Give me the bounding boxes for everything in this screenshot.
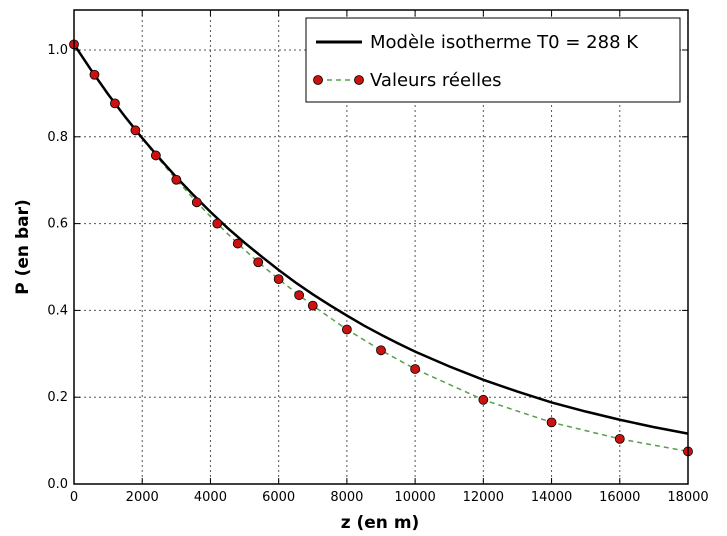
legend-label-model: Modèle isotherme T0 = 288 K bbox=[370, 32, 639, 53]
real-value-point bbox=[171, 174, 182, 185]
legend: Modèle isotherme T0 = 288 K Valeurs réel… bbox=[305, 17, 681, 103]
x-tick-label: 0 bbox=[70, 490, 78, 505]
y-axis-title: P (en bar) bbox=[13, 199, 33, 295]
x-tick-label: 12000 bbox=[463, 490, 504, 505]
real-value-point bbox=[191, 197, 202, 208]
real-value-point bbox=[89, 69, 100, 80]
axis-ticks: 0 2000 4000 6000 8000 10000 12000 14000 16000 180… bbox=[47, 10, 709, 505]
model-isotherm-line bbox=[72, 43, 689, 435]
real-value-point bbox=[341, 324, 352, 335]
legend-label-real: Valeurs réelles bbox=[370, 70, 502, 91]
x-tick-label: 16000 bbox=[599, 490, 640, 505]
real-value-point bbox=[410, 364, 421, 374]
real-value-point bbox=[273, 274, 284, 285]
real-value-point bbox=[376, 345, 386, 356]
y-tick-label: 0.0 bbox=[47, 477, 68, 492]
x-tick-label: 14000 bbox=[531, 490, 572, 505]
legend-marker-real-right bbox=[354, 75, 364, 85]
real-value-point bbox=[110, 98, 120, 109]
real-value-point bbox=[478, 394, 489, 405]
plot-frame bbox=[73, 9, 689, 485]
real-value-point bbox=[232, 238, 243, 249]
real-value-point bbox=[150, 150, 161, 161]
x-tick-label: 8000 bbox=[330, 490, 363, 505]
x-tick-label: 18000 bbox=[667, 490, 708, 505]
y-tick-label: 1.0 bbox=[47, 43, 68, 58]
real-value-point bbox=[294, 290, 305, 301]
legend-marker-real-left bbox=[313, 75, 323, 85]
real-value-point bbox=[253, 257, 264, 268]
y-tick-label: 0.8 bbox=[47, 130, 68, 145]
real-value-point bbox=[212, 218, 223, 229]
y-tick-label: 0.4 bbox=[47, 303, 68, 318]
y-tick-label: 0.2 bbox=[47, 390, 68, 405]
x-tick-label: 4000 bbox=[194, 490, 227, 505]
real-value-point bbox=[307, 300, 318, 311]
real-value-point bbox=[130, 125, 141, 136]
real-value-point bbox=[546, 417, 557, 428]
x-axis-title: z (en m) bbox=[341, 513, 420, 533]
x-tick-label: 6000 bbox=[262, 490, 295, 505]
legend-box bbox=[305, 17, 681, 103]
y-tick-label: 0.6 bbox=[47, 217, 68, 232]
real-values-line bbox=[73, 43, 689, 453]
x-tick-label: 2000 bbox=[126, 490, 159, 505]
series-layer bbox=[69, 39, 693, 457]
x-tick-label: 10000 bbox=[394, 490, 435, 505]
real-value-point bbox=[614, 433, 625, 444]
